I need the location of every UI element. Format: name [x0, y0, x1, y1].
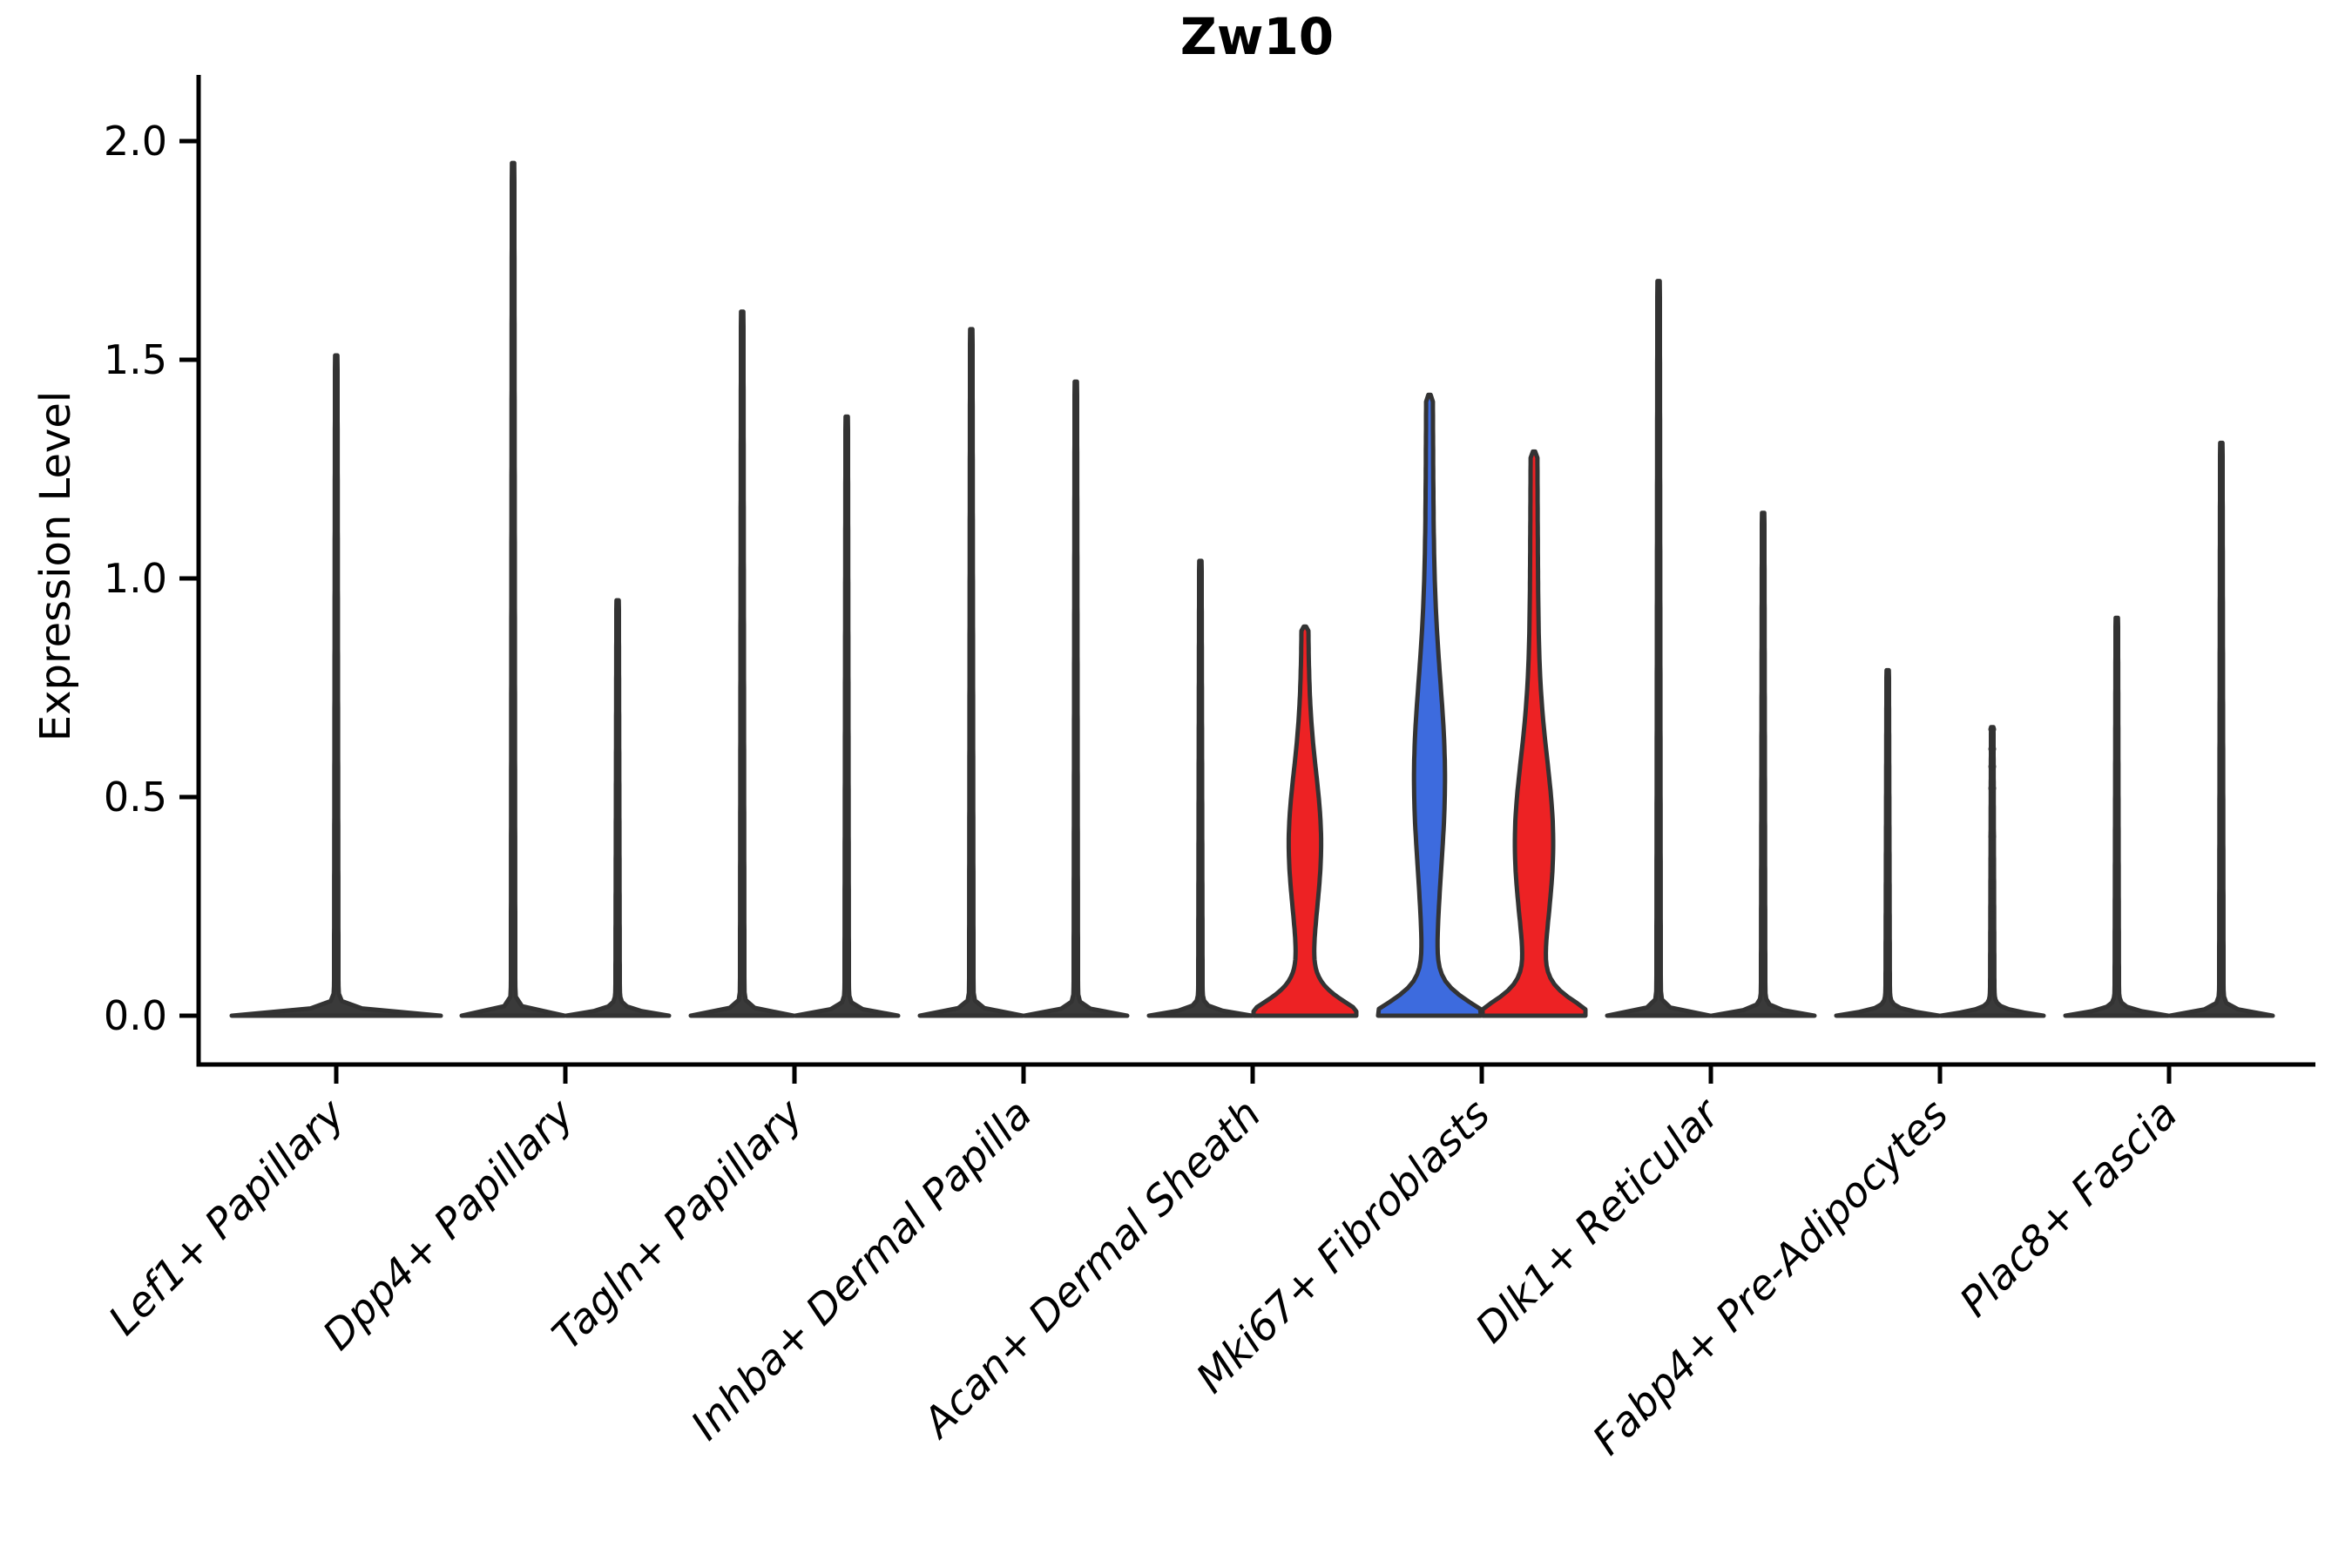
- expression-dot: [1988, 880, 1997, 889]
- expression-dot: [1988, 762, 1997, 771]
- violin-mki67-right: [1480, 449, 1588, 1018]
- expression-dot: [1988, 911, 1997, 919]
- violin-acan-left: [1146, 558, 1254, 1018]
- violin-tagln-right: [793, 414, 901, 1018]
- expression-dot: [1988, 725, 1997, 733]
- y-tick-label: 1.5: [104, 336, 167, 383]
- x-tick-label: Tagln+ Papillary: [544, 1090, 814, 1360]
- expression-dot: [1988, 832, 1997, 841]
- expression-dot: [1988, 784, 1997, 793]
- violin-inhba-left: [917, 327, 1025, 1018]
- violin-inhba-right: [1022, 379, 1130, 1018]
- y-tick-label: 2.0: [104, 118, 167, 165]
- violin-fabp4-left: [1834, 667, 1942, 1018]
- violin-dpp4-right: [564, 598, 672, 1018]
- violin-dlk1-left: [1605, 279, 1713, 1018]
- x-tick-label: Dpp4+ Papillary: [314, 1090, 584, 1360]
- violin-acan-right: [1251, 624, 1359, 1018]
- violin-dlk1-right: [1709, 510, 1817, 1018]
- y-tick-label: 0.5: [104, 774, 167, 821]
- expression-dot: [1988, 858, 1997, 867]
- y-tick-label: 0.0: [104, 992, 167, 1039]
- violin-mki67-left: [1375, 392, 1484, 1018]
- violin-plac8-left: [2063, 615, 2171, 1018]
- x-tick-label: Dlk1+ Reticular: [1467, 1089, 1731, 1353]
- expression-dot: [1988, 898, 1997, 906]
- expression-dot: [1988, 745, 1997, 754]
- violin-tagln-left: [688, 309, 796, 1018]
- expression-dot: [1988, 871, 1997, 880]
- violin-plac8-right: [2167, 440, 2275, 1018]
- x-tick-label: Plac8+ Fascia: [1950, 1091, 2186, 1327]
- violin-lef1-center: [229, 353, 443, 1018]
- y-tick-label: 1.0: [104, 555, 167, 602]
- violin-dpp4-left: [459, 160, 567, 1018]
- x-tick-label: Lef1+ Papillary: [99, 1090, 355, 1345]
- chart-title: Zw10: [1179, 7, 1335, 66]
